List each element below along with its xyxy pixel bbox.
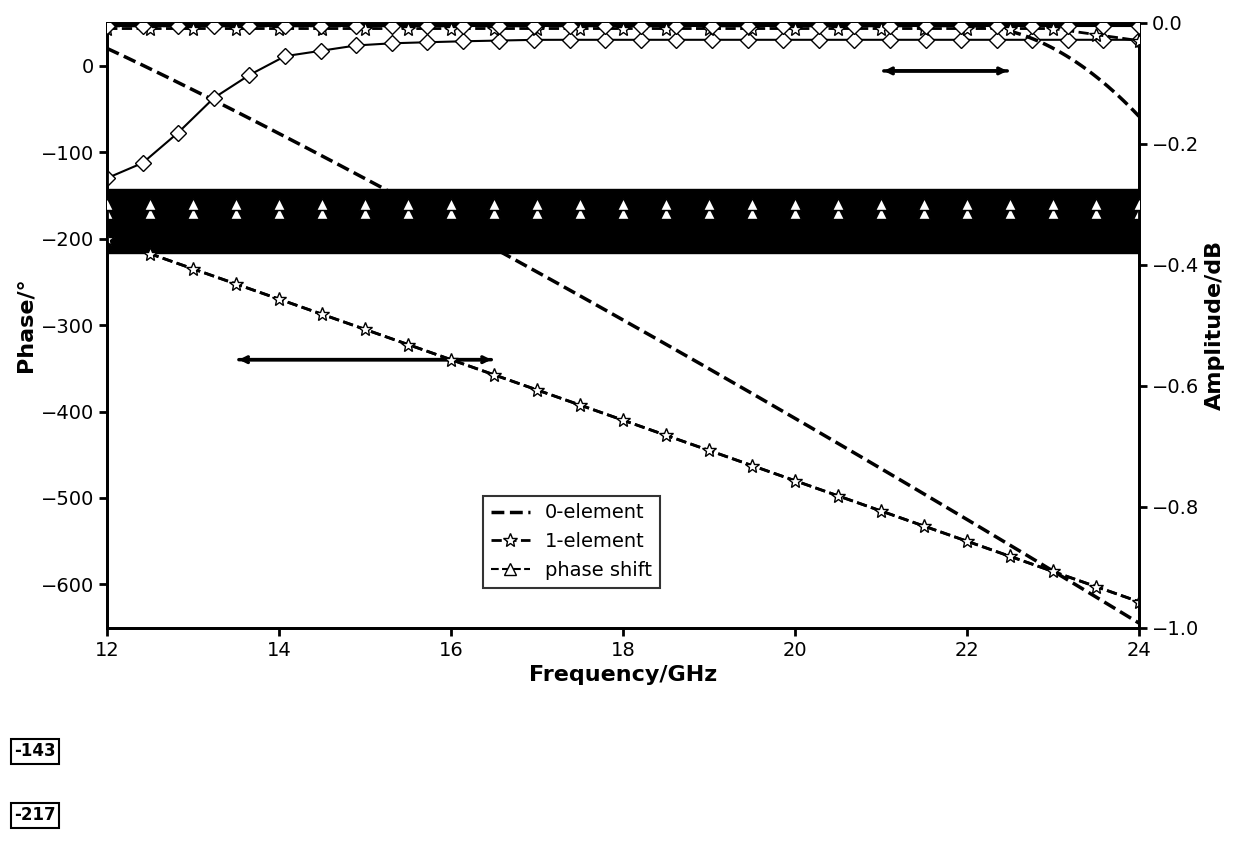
1-element [486,370,501,380]
Legend: 0-element, 1-element, phase shift: 0-element, 1-element, phase shift [482,496,660,588]
0-element [1043,565,1058,575]
Text: -143: -143 [14,742,56,760]
Y-axis label: Amplitude/dB: Amplitude/dB [1205,240,1225,410]
1-element [228,279,243,289]
phase shift [357,207,372,217]
1-element [573,400,588,410]
1-element [787,476,802,486]
phase shift [960,207,975,217]
1-element [831,490,846,501]
phase shift [99,207,114,217]
Line: 1-element: 1-element [100,232,1146,609]
Line: 0-element: 0-element [107,49,1140,623]
0-element [162,73,177,83]
phase shift [615,207,630,217]
1-element [1089,581,1104,591]
0-element [374,182,389,193]
0-element [1132,618,1147,628]
1-element [916,521,931,532]
phase shift [272,207,286,217]
1-element [315,309,330,319]
phase shift [874,207,889,217]
1-element [658,431,673,441]
phase shift [315,207,330,217]
phase shift [444,207,459,217]
1-element [143,248,157,259]
X-axis label: Frequency/GHz: Frequency/GHz [529,665,717,686]
1-element [874,506,889,516]
phase shift [186,207,201,217]
1-element [529,385,544,395]
1-element [960,536,975,546]
phase shift [573,207,588,217]
1-element [444,354,459,365]
phase shift [916,207,931,217]
phase shift [744,207,759,217]
Bar [107,189,1140,253]
phase shift [228,207,243,217]
1-element [1132,597,1147,607]
Line: phase shift: phase shift [102,207,1145,218]
1-element [744,461,759,471]
1-element [702,445,717,455]
Y-axis label: Phase/°: Phase/° [15,277,35,372]
phase shift [401,207,415,217]
phase shift [486,207,501,217]
phase shift [529,207,544,217]
phase shift [787,207,802,217]
1-element [401,339,415,349]
1-element [99,234,114,244]
phase shift [658,207,673,217]
1-element [615,415,630,425]
phase shift [143,207,157,217]
phase shift [1045,207,1060,217]
0-element [141,63,156,74]
phase shift [1132,207,1147,217]
0-element [99,44,114,54]
0-element [291,139,306,149]
1-element [272,294,286,304]
phase shift [1003,207,1018,217]
phase shift [1089,207,1104,217]
phase shift [831,207,846,217]
phase shift [702,207,717,217]
1-element [1003,551,1018,562]
1-element [186,264,201,274]
1-element [1045,567,1060,577]
1-element [357,324,372,335]
0-element [1080,586,1095,597]
Text: -217: -217 [14,806,56,824]
